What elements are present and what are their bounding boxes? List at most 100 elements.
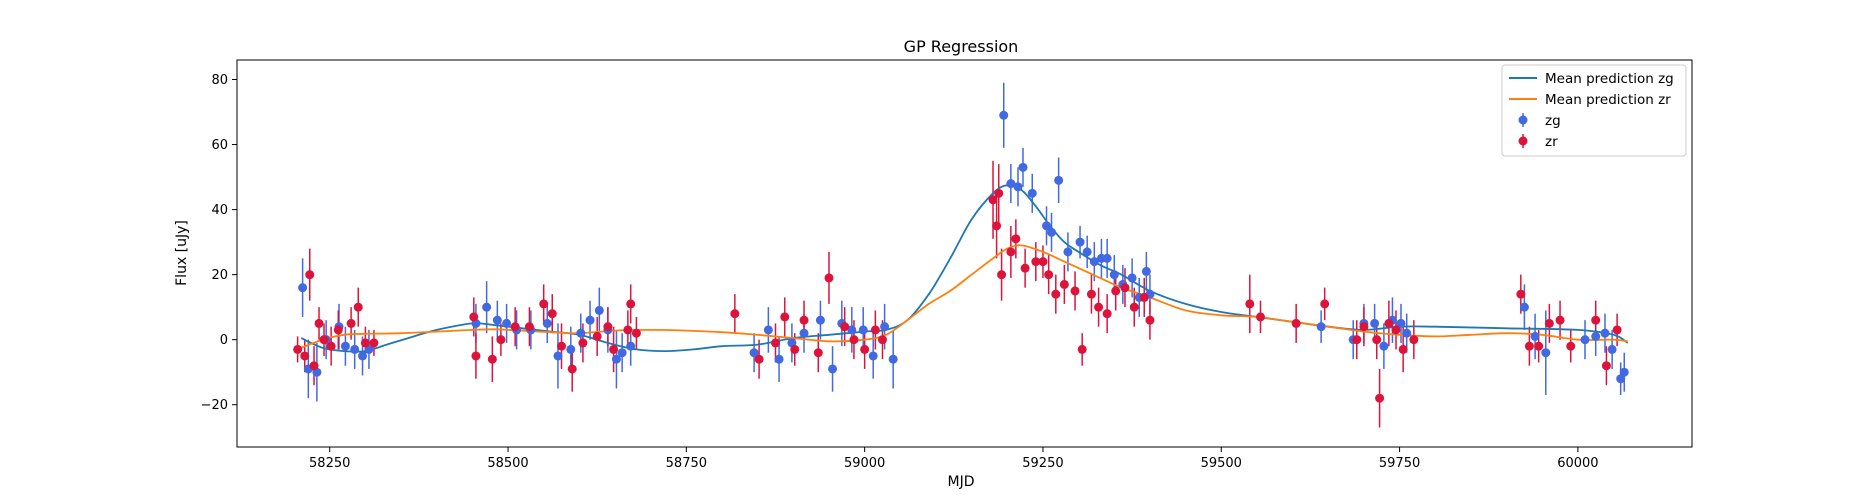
zr-point xyxy=(319,335,329,345)
zr-point xyxy=(547,309,557,319)
y-tick-label: 40 xyxy=(211,203,228,218)
y-tick-label: 20 xyxy=(211,268,228,283)
x-tick-label: 58250 xyxy=(309,456,350,471)
zr-point xyxy=(860,344,870,354)
zr-point xyxy=(1384,318,1394,328)
zr-point xyxy=(754,354,764,364)
zg-point xyxy=(999,110,1009,120)
zr-point xyxy=(1601,361,1611,371)
zr-point xyxy=(309,361,319,371)
zr-point xyxy=(1077,344,1087,354)
zr-point xyxy=(360,338,370,348)
zg-point xyxy=(585,315,595,325)
zr-point xyxy=(1409,335,1419,345)
zg-point xyxy=(1013,182,1023,192)
zr-point xyxy=(603,322,613,332)
zg-point xyxy=(502,318,512,328)
y-tick-label: 60 xyxy=(211,138,228,153)
zr-point xyxy=(780,312,790,322)
zr-point xyxy=(1129,302,1139,312)
zg-point xyxy=(1042,221,1052,231)
zr-point xyxy=(471,351,481,361)
zr-point xyxy=(539,299,549,309)
data-points xyxy=(293,110,1629,403)
zr-point xyxy=(1255,312,1265,322)
zr-point xyxy=(1612,325,1622,335)
zg-point xyxy=(749,348,759,358)
zr-point xyxy=(1352,335,1362,345)
zr-point xyxy=(333,325,343,335)
zg-point xyxy=(847,325,857,335)
zg-point xyxy=(1600,328,1610,338)
zr-point xyxy=(346,318,356,328)
zr-point xyxy=(1320,299,1330,309)
zr-point xyxy=(994,188,1004,198)
zr-point xyxy=(623,325,633,335)
legend-label-zg-line: Mean prediction zg xyxy=(1545,71,1674,87)
zg-point xyxy=(868,351,878,361)
zg-point xyxy=(1109,270,1119,280)
zr-point xyxy=(469,312,479,322)
legend-marker-zr xyxy=(1518,136,1528,146)
y-axis-label: Flux [uJy] xyxy=(174,220,190,286)
zg-point xyxy=(492,315,502,325)
zr-point xyxy=(813,348,823,358)
zg-point xyxy=(1379,341,1389,351)
x-tick-label: 59000 xyxy=(844,456,885,471)
zg-point xyxy=(1396,318,1406,328)
legend-label-zg: zg xyxy=(1545,113,1561,129)
zr-point xyxy=(840,322,850,332)
zr-point xyxy=(1038,257,1048,267)
zg-point xyxy=(815,315,825,325)
zr-point xyxy=(1044,270,1054,280)
zr-point xyxy=(1070,286,1080,296)
zr-point xyxy=(1245,299,1255,309)
y-tick-label: −20 xyxy=(201,398,228,413)
zg-point xyxy=(1063,247,1073,257)
zr-point xyxy=(1086,289,1096,299)
zg-point xyxy=(1591,331,1601,341)
zr-point xyxy=(1059,279,1069,289)
zr-point xyxy=(730,309,740,319)
zr-point xyxy=(1094,302,1104,312)
zr-point xyxy=(353,302,363,312)
zg-point xyxy=(594,305,604,315)
legend-label-zr: zr xyxy=(1545,134,1558,150)
zg-point xyxy=(1027,188,1037,198)
zg-point xyxy=(1580,335,1590,345)
zg-point xyxy=(1018,162,1028,172)
zr-point xyxy=(1291,318,1301,328)
zr-point xyxy=(870,325,880,335)
zr-point xyxy=(496,335,506,345)
zr-point xyxy=(487,354,497,364)
x-tick-label: 59250 xyxy=(1022,456,1063,471)
zg-point xyxy=(340,341,350,351)
zg-point xyxy=(1607,344,1617,354)
zg-point xyxy=(553,351,563,361)
zr-point xyxy=(1011,234,1021,244)
zg-point xyxy=(1541,348,1551,358)
legend-label-zr-line: Mean prediction zr xyxy=(1545,92,1671,108)
zr-point xyxy=(578,338,588,348)
zr-point xyxy=(1534,341,1544,351)
zr-point xyxy=(293,344,303,354)
zg-point xyxy=(350,344,360,354)
x-tick-label: 58750 xyxy=(666,456,707,471)
zr-point xyxy=(567,364,577,374)
zg-point xyxy=(880,322,890,332)
x-tick-label: 60000 xyxy=(1557,456,1598,471)
zg-point xyxy=(1402,328,1412,338)
zg-point xyxy=(617,348,627,358)
x-tick-label: 59750 xyxy=(1379,456,1420,471)
zg-point xyxy=(626,341,636,351)
zg-point xyxy=(1370,318,1380,328)
chart-title: GP Regression xyxy=(904,37,1019,56)
zr-point xyxy=(799,315,809,325)
zr-point xyxy=(1375,393,1385,403)
zg-point xyxy=(611,354,621,364)
axis-ticks: 58250 58500 58750 59000 59250 59500 59750 60000… xyxy=(201,73,1599,471)
x-tick-label: 58500 xyxy=(487,456,528,471)
zr-point xyxy=(305,270,315,280)
zr-point xyxy=(997,270,1007,280)
